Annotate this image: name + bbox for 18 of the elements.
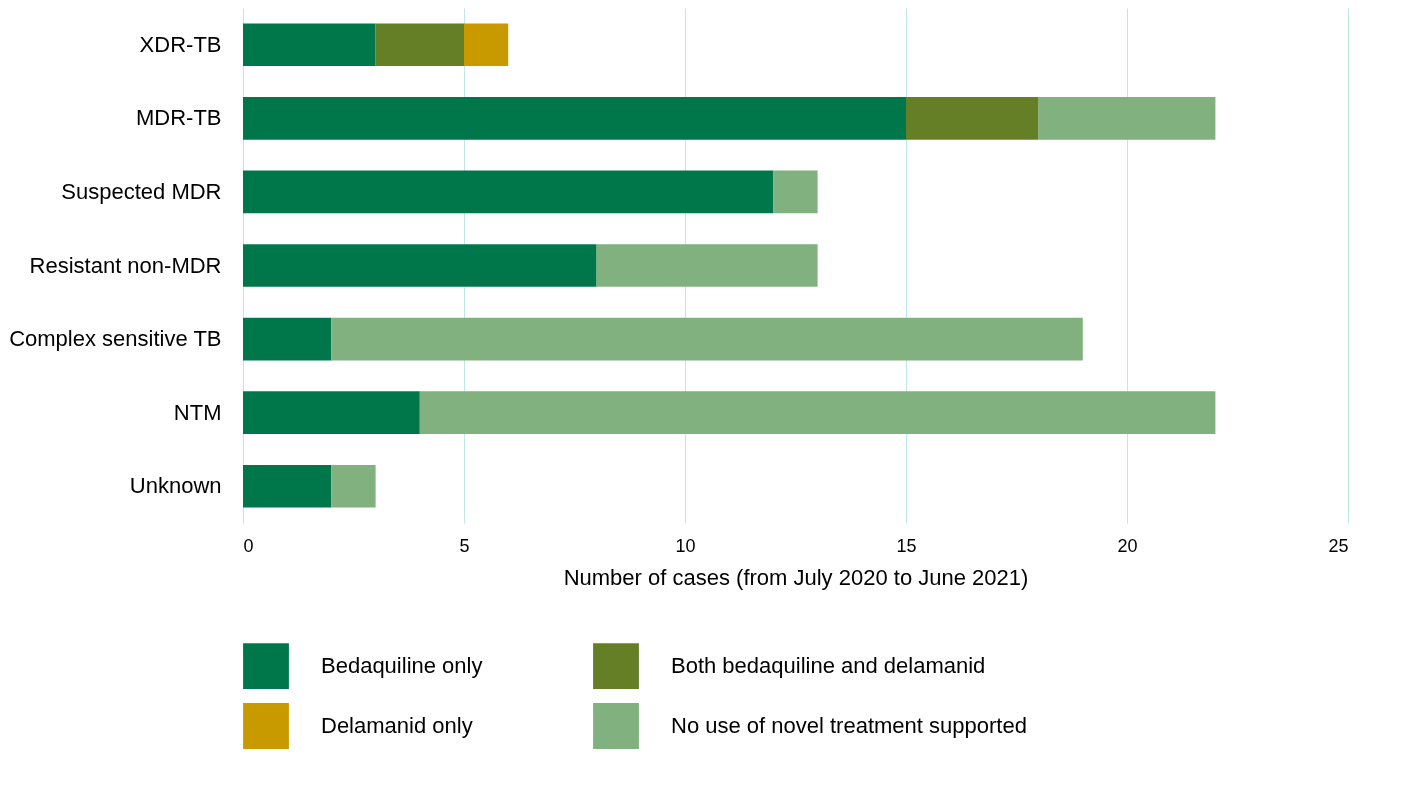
x-tick-label: 25 bbox=[1328, 535, 1349, 556]
y-tick-label: Suspected MDR bbox=[61, 178, 222, 204]
x-tick-label: 10 bbox=[675, 535, 696, 556]
x-axis-title: Number of cases (from July 2020 to June 2021) bbox=[563, 564, 1029, 590]
y-tick-label: Complex sensitive TB bbox=[9, 326, 222, 352]
legend-label: Both bedaquiline and delamanid bbox=[671, 653, 986, 679]
legend-label: No use of novel treatment supported bbox=[671, 713, 1027, 738]
y-tick-label: XDR-TB bbox=[139, 31, 222, 57]
y-tick-label: NTM bbox=[173, 399, 222, 425]
y-tick-label: MDR-TB bbox=[135, 105, 222, 131]
y-tick-label: Resistant non-MDR bbox=[29, 252, 222, 278]
x-tick-label: 5 bbox=[459, 535, 470, 556]
legend-label: Delamanid only bbox=[321, 713, 473, 738]
x-tick-label: 15 bbox=[896, 535, 917, 556]
x-tick-label: 20 bbox=[1117, 535, 1138, 556]
x-tick-label: 0 bbox=[243, 535, 254, 556]
legend-label: Bedaquiline only bbox=[321, 653, 483, 679]
y-tick-label: Unknown bbox=[129, 473, 222, 499]
